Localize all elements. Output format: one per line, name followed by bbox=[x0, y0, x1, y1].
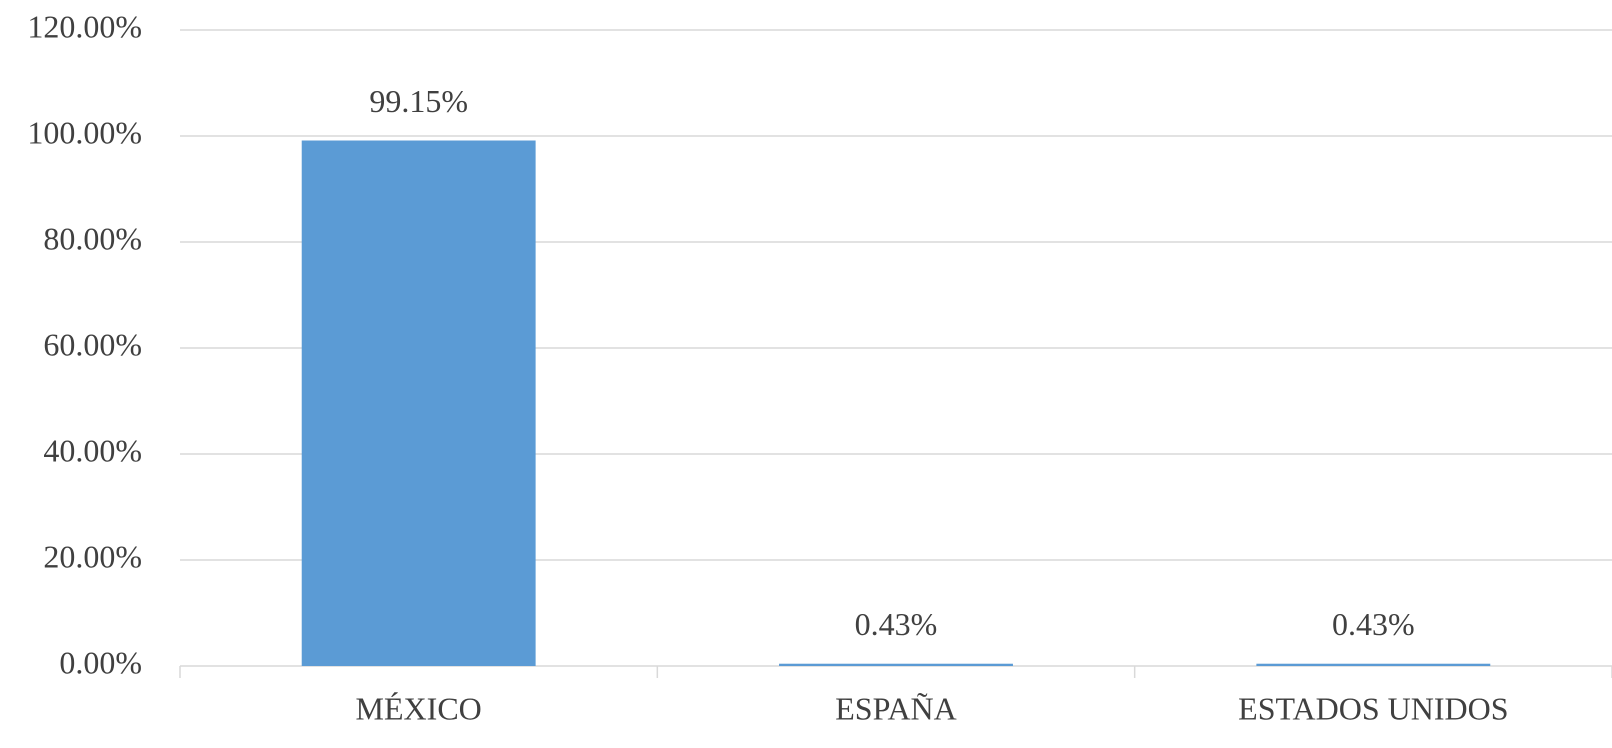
bar bbox=[301, 140, 536, 666]
y-tick-label: 120.00% bbox=[27, 8, 142, 44]
data-label: 99.15% bbox=[369, 83, 468, 119]
y-tick-label: 20.00% bbox=[43, 538, 142, 574]
x-tick-label: MÉXICO bbox=[356, 690, 482, 726]
y-tick-label: 100.00% bbox=[27, 114, 142, 150]
bar bbox=[1256, 663, 1491, 666]
bar bbox=[779, 663, 1013, 666]
y-tick-label: 80.00% bbox=[43, 220, 142, 256]
data-label: 0.43% bbox=[855, 606, 938, 642]
x-tick-label: ESTADOS UNIDOS bbox=[1238, 690, 1508, 726]
y-tick-label: 40.00% bbox=[43, 432, 142, 468]
y-tick-label: 0.00% bbox=[59, 644, 142, 680]
x-tick-label: ESPAÑA bbox=[835, 690, 957, 726]
data-label: 0.43% bbox=[1332, 606, 1415, 642]
y-tick-label: 60.00% bbox=[43, 326, 142, 362]
